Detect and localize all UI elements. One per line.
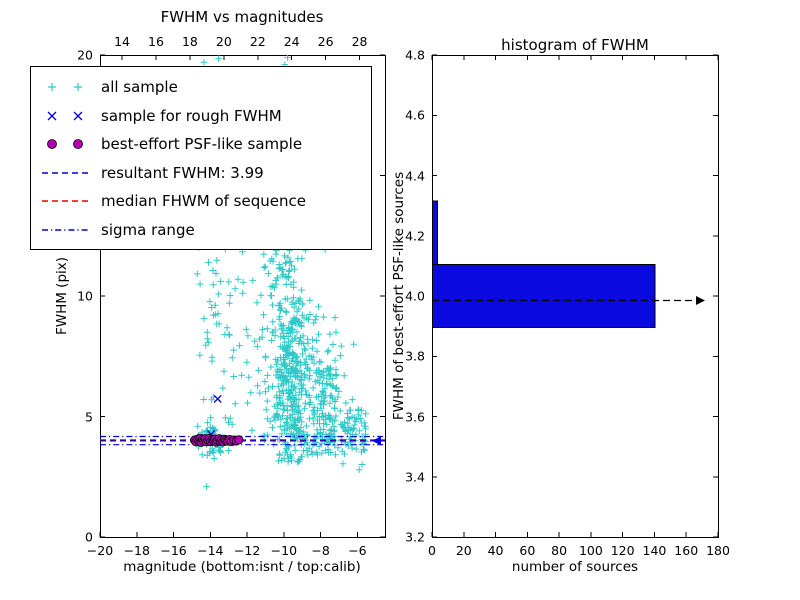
legend-label: sigma range — [101, 220, 195, 239]
histogram-bar — [432, 200, 438, 265]
psf-sample-point — [234, 435, 244, 445]
left-plot-xlabel: magnitude (bottom:isnt / top:calib) — [123, 559, 361, 575]
legend-item-x: sample for rough FWHM — [39, 102, 371, 131]
tick-marks — [99, 54, 385, 538]
histogram-layer — [432, 200, 705, 329]
resultant-arrowhead — [372, 436, 381, 446]
dashdot-legend-marker-icon — [42, 229, 88, 231]
tick-marks — [431, 54, 719, 538]
left-plot-ylabel: FWHM (pix) — [54, 256, 70, 336]
legend-label: best-effort PSF-like sample — [101, 135, 303, 154]
legend: all sample sample for rough FWHM best-effo… — [30, 66, 372, 250]
legend-label: resultant FWHM: 3.99 — [101, 163, 264, 182]
right-plot-ylabel: FWHM of best-effort PSF-like sources — [391, 171, 407, 421]
scatter-layer — [100, 55, 385, 490]
legend-item-dashed: median FHWM of sequence — [39, 187, 371, 216]
legend-label: sample for rough FWHM — [101, 106, 282, 125]
dashed-legend-marker-icon — [42, 172, 88, 174]
right-plot-xlabel: number of sources — [511, 559, 639, 575]
circle-legend-marker-icon — [47, 139, 83, 150]
legend-item-dashed: resultant FWHM: 3.99 — [39, 159, 371, 188]
legend-label: median FHWM of sequence — [101, 192, 306, 211]
legend-item-plus: all sample — [39, 73, 371, 102]
rough-fwhm-points — [197, 394, 222, 442]
left-plot-title: FWHM vs magnitudes — [160, 8, 324, 26]
legend-item-dashdot: sigma range — [39, 216, 371, 245]
histogram-bar — [432, 263, 656, 329]
legend-item-circle: best-effort PSF-like sample — [39, 130, 371, 159]
arrowhead — [696, 296, 705, 306]
x-legend-marker-icon — [47, 111, 83, 121]
plus-legend-marker-icon — [48, 83, 82, 92]
legend-label: all sample — [101, 78, 178, 97]
dashed-legend-marker-icon — [42, 200, 88, 202]
right-plot-title: histogram of FWHM — [501, 36, 649, 54]
psf-sample-points — [190, 433, 244, 447]
